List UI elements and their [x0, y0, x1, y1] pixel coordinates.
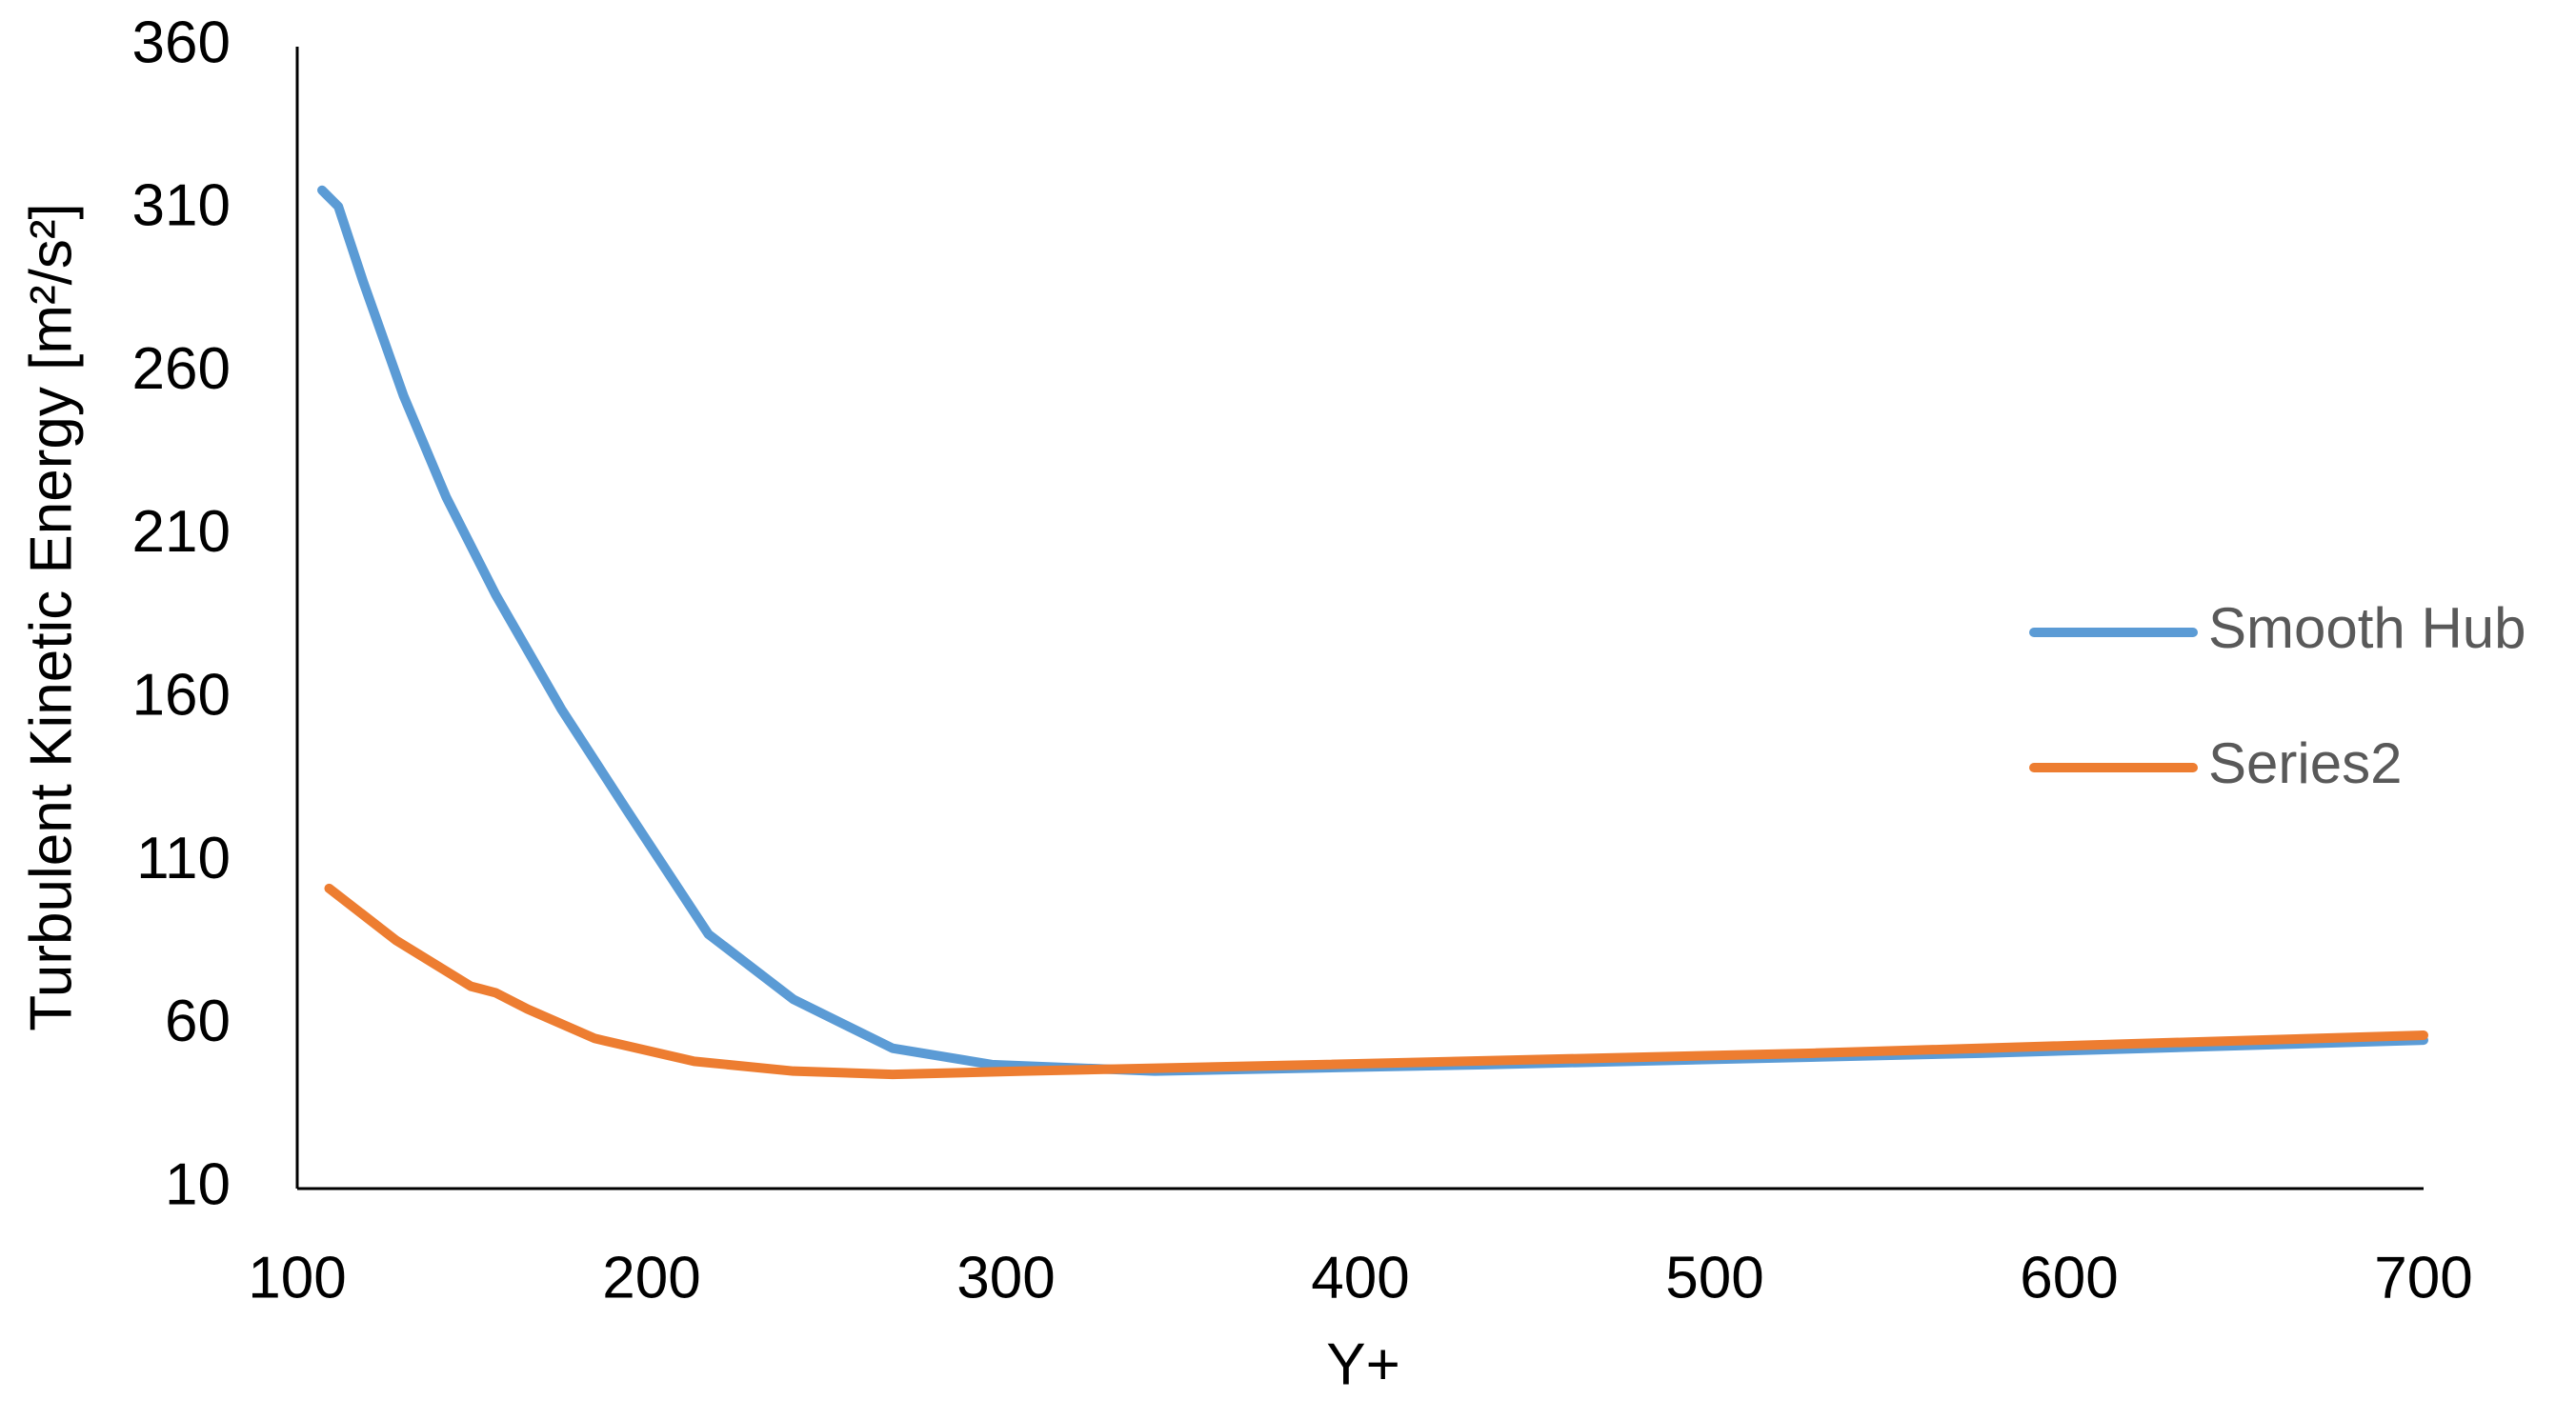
- y-tick-label: 360: [132, 10, 231, 75]
- x-tick-label: 700: [2374, 1245, 2472, 1310]
- y-tick-label: 210: [132, 499, 231, 565]
- x-tick-label: 500: [1665, 1245, 1763, 1310]
- x-tick-label: 300: [956, 1245, 1055, 1310]
- legend-label: Smooth Hub: [2208, 596, 2526, 660]
- y-tick-label: 110: [136, 826, 231, 891]
- y-tick-label: 10: [165, 1151, 231, 1217]
- y-tick-label: 310: [132, 173, 231, 239]
- x-tick-label: 100: [248, 1245, 346, 1310]
- x-axis-label: Y+: [1326, 1331, 1400, 1397]
- x-tick-label: 600: [2020, 1245, 2118, 1310]
- y-tick-label: 60: [165, 989, 231, 1054]
- legend-label: Series2: [2208, 731, 2402, 795]
- y-axis-label: Turbulent Kinetic Energy [m²/s²]: [18, 203, 84, 1030]
- x-tick-label: 400: [1311, 1245, 1409, 1310]
- series-line: [324, 883, 2428, 1080]
- y-tick-label: 260: [132, 336, 231, 402]
- y-tick-label: 160: [132, 663, 231, 729]
- x-tick-label: 200: [602, 1245, 700, 1310]
